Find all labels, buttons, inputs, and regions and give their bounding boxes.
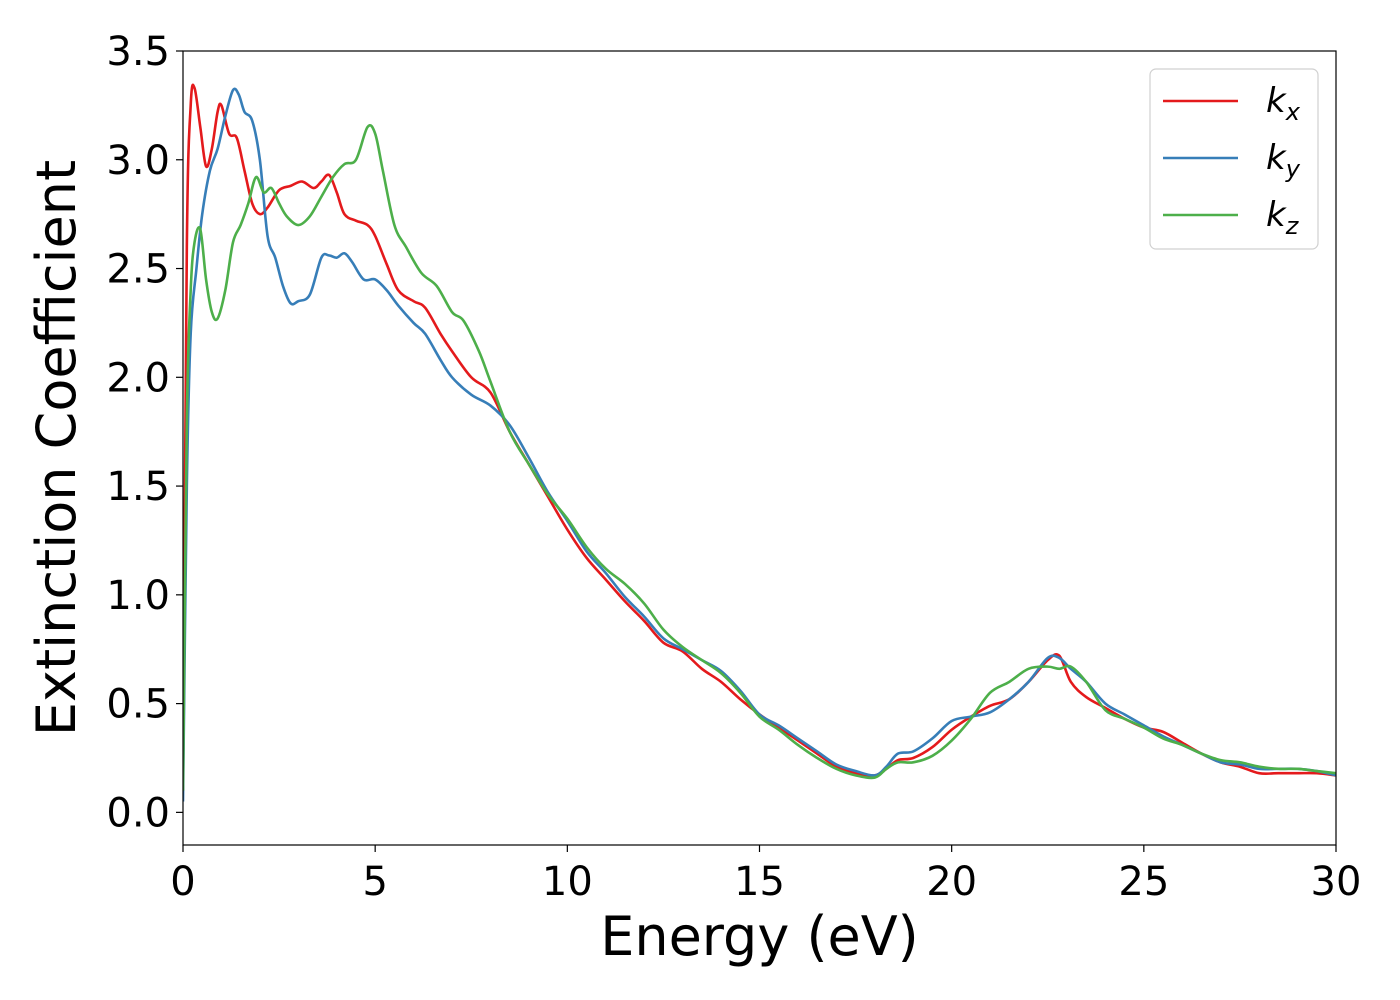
legend-label-kx: kx xyxy=(1266,81,1301,126)
x-tick-label: 0 xyxy=(170,859,195,905)
y-axis-label: Extinction Coefficient xyxy=(25,160,88,736)
x-tick-label: 5 xyxy=(362,859,387,905)
x-axis: 0 5 10 15 20 25 30 xyxy=(170,845,1361,905)
plot-area xyxy=(183,83,1336,802)
legend-label-kz: kz xyxy=(1266,195,1300,240)
x-tick-label: 20 xyxy=(926,859,977,905)
x-tick-label: 15 xyxy=(734,859,785,905)
y-tick-label: 1.5 xyxy=(106,464,170,510)
y-tick-label: 0.5 xyxy=(106,682,170,728)
x-tick-label: 30 xyxy=(1311,859,1362,905)
y-axis: 0.0 0.5 1.0 1.5 2.0 2.5 3.0 3.5 xyxy=(106,29,183,836)
legend: kx ky kz xyxy=(1149,68,1319,250)
series-line-kz xyxy=(183,124,1336,791)
y-tick-label: 1.0 xyxy=(106,573,170,619)
y-tick-label: 0.0 xyxy=(106,790,170,836)
series-line-ky xyxy=(183,87,1336,802)
y-tick-label: 3.0 xyxy=(106,138,170,184)
series-line-kx xyxy=(183,83,1336,791)
x-axis-label: Energy (eV) xyxy=(600,905,919,968)
x-tick-label: 10 xyxy=(542,859,593,905)
x-tick-label: 25 xyxy=(1118,859,1169,905)
legend-label-ky: ky xyxy=(1266,138,1301,183)
y-tick-label: 2.0 xyxy=(106,355,170,401)
y-tick-label: 3.5 xyxy=(106,29,170,75)
y-tick-label: 2.5 xyxy=(106,247,170,293)
